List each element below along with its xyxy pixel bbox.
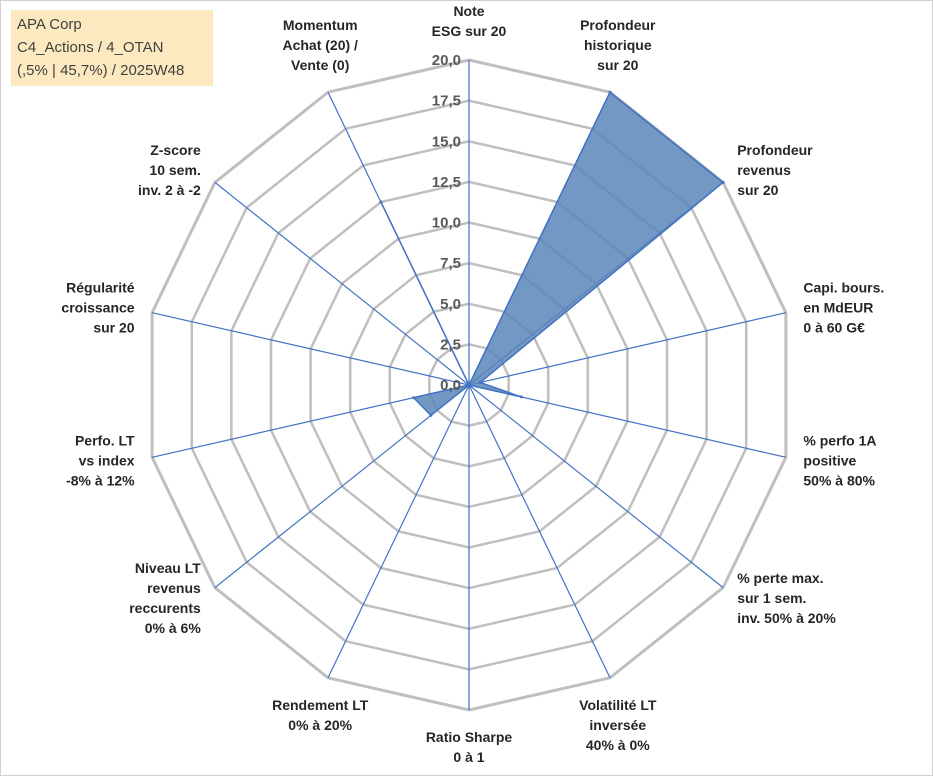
- category-label-line: ESG sur 20: [432, 23, 507, 39]
- category-label-9: Niveau LT revenus reccurents 0% à 6%: [129, 560, 201, 636]
- portfolio-path: C4_Actions / 4_OTAN: [17, 39, 164, 56]
- category-label-line: en MdEUR: [803, 300, 873, 316]
- spoke-6: [468, 384, 611, 679]
- category-label-line: Profondeur: [737, 142, 813, 158]
- category-label-line: inv. 2 à -2: [138, 182, 201, 198]
- category-label-line: historique: [584, 37, 652, 53]
- category-label-3: Capi. bours. en MdEUR 0 à 60 G€: [803, 280, 884, 336]
- category-label-11: Régularité croissance sur 20: [61, 280, 134, 336]
- series-layer: [379, 90, 725, 417]
- spoke-11: [151, 312, 470, 386]
- category-label-line: 0% à 6%: [145, 620, 202, 636]
- category-label-line: reccurents: [129, 600, 201, 616]
- spoke-9: [214, 384, 470, 589]
- category-label-line: Niveau LT: [135, 560, 201, 576]
- category-label-line: inversée: [589, 717, 646, 733]
- category-label-line: 50% à 80%: [803, 472, 875, 488]
- category-label-line: 0% à 20%: [288, 717, 352, 733]
- tick-label: 12,5: [432, 174, 461, 191]
- category-label-line: % perfo 1A: [803, 432, 876, 448]
- weight-period: (,5% | 45,7%) / 2025W48: [17, 62, 185, 79]
- category-label-line: Achat (20) /: [282, 37, 358, 53]
- data-point: [519, 395, 523, 399]
- category-label-line: inv. 50% à 20%: [737, 610, 836, 626]
- category-label-line: Perfo. LT: [75, 432, 135, 448]
- category-label-line: Capi. bours.: [803, 280, 884, 296]
- category-label-line: sur 20: [597, 57, 638, 73]
- category-label-line: -8% à 12%: [66, 472, 135, 488]
- category-label-line: Volatilité LT: [579, 697, 657, 713]
- category-label-line: croissance: [61, 300, 134, 316]
- tick-label: 0,0: [440, 377, 461, 394]
- category-label-line: Profondeur: [580, 17, 656, 33]
- category-label-line: 10 sem.: [149, 162, 200, 178]
- tick-label: 15,0: [432, 133, 461, 150]
- spoke-3: [468, 312, 787, 386]
- tick-labels: 0,0 2,5 5,0 7,5 10,0 12,5 15,0 17,5 20,0: [432, 52, 461, 394]
- category-label-13: Momentum Achat (20) / Vente (0): [282, 17, 358, 73]
- category-label-line: sur 20: [737, 182, 778, 198]
- category-label-8: Rendement LT 0% à 20%: [272, 697, 369, 733]
- spoke-8: [327, 384, 470, 679]
- info-box: APA Corp C4_Actions / 4_OTAN (,5% | 45,7…: [11, 10, 213, 86]
- category-label-12: Z-score 10 sem. inv. 2 à -2: [138, 142, 201, 198]
- category-label-line: 40% à 0%: [586, 737, 650, 753]
- category-label-7: Ratio Sharpe 0 à 1: [426, 729, 513, 765]
- category-label-line: sur 20: [93, 320, 134, 336]
- tick-label: 17,5: [432, 93, 461, 110]
- tick-label: 20,0: [432, 52, 461, 69]
- data-point: [412, 396, 416, 400]
- category-label-line: Rendement LT: [272, 697, 369, 713]
- category-label-5: % perte max. sur 1 sem. inv. 50% à 20%: [737, 570, 836, 626]
- category-label-0: Note ESG sur 20: [432, 3, 507, 39]
- category-label-line: Ratio Sharpe: [426, 729, 513, 745]
- category-label-line: vs index: [79, 452, 135, 468]
- category-labels: Note ESG sur 20 Profondeur historique sur 20…: [61, 3, 884, 765]
- category-label-10: Perfo. LT vs index -8% à 12%: [66, 432, 135, 488]
- spoke-12: [214, 181, 470, 386]
- category-label-line: Note: [453, 3, 484, 19]
- category-label-line: Z-score: [150, 142, 201, 158]
- category-label-line: sur 1 sem.: [737, 590, 806, 606]
- data-point: [608, 90, 612, 94]
- tick-label: 2,5: [440, 336, 461, 353]
- tick-label: 10,0: [432, 215, 461, 232]
- data-point: [429, 413, 433, 417]
- data-point: [467, 383, 471, 387]
- company-name: APA Corp: [17, 16, 82, 33]
- tick-label: 5,0: [440, 296, 461, 313]
- category-label-line: positive: [803, 452, 856, 468]
- category-label-2: Profondeur revenus sur 20: [737, 142, 813, 198]
- category-label-line: Régularité: [66, 280, 135, 296]
- category-label-line: revenus: [147, 580, 201, 596]
- category-label-line: Momentum: [283, 17, 358, 33]
- category-label-line: 0 à 60 G€: [803, 320, 865, 336]
- category-label-4: % perfo 1A positive 50% à 80%: [803, 432, 876, 488]
- data-point: [721, 180, 725, 184]
- category-label-1: Profondeur historique sur 20: [580, 17, 656, 73]
- category-label-line: Vente (0): [291, 57, 349, 73]
- category-label-6: Volatilité LT inversée 40% à 0%: [579, 697, 657, 753]
- category-label-line: 0 à 1: [453, 749, 484, 765]
- data-point: [379, 200, 383, 204]
- data-point: [478, 381, 482, 384]
- tick-label: 7,5: [440, 255, 461, 272]
- spoke-5: [468, 384, 724, 589]
- category-label-line: revenus: [737, 162, 791, 178]
- category-label-line: % perte max.: [737, 570, 823, 586]
